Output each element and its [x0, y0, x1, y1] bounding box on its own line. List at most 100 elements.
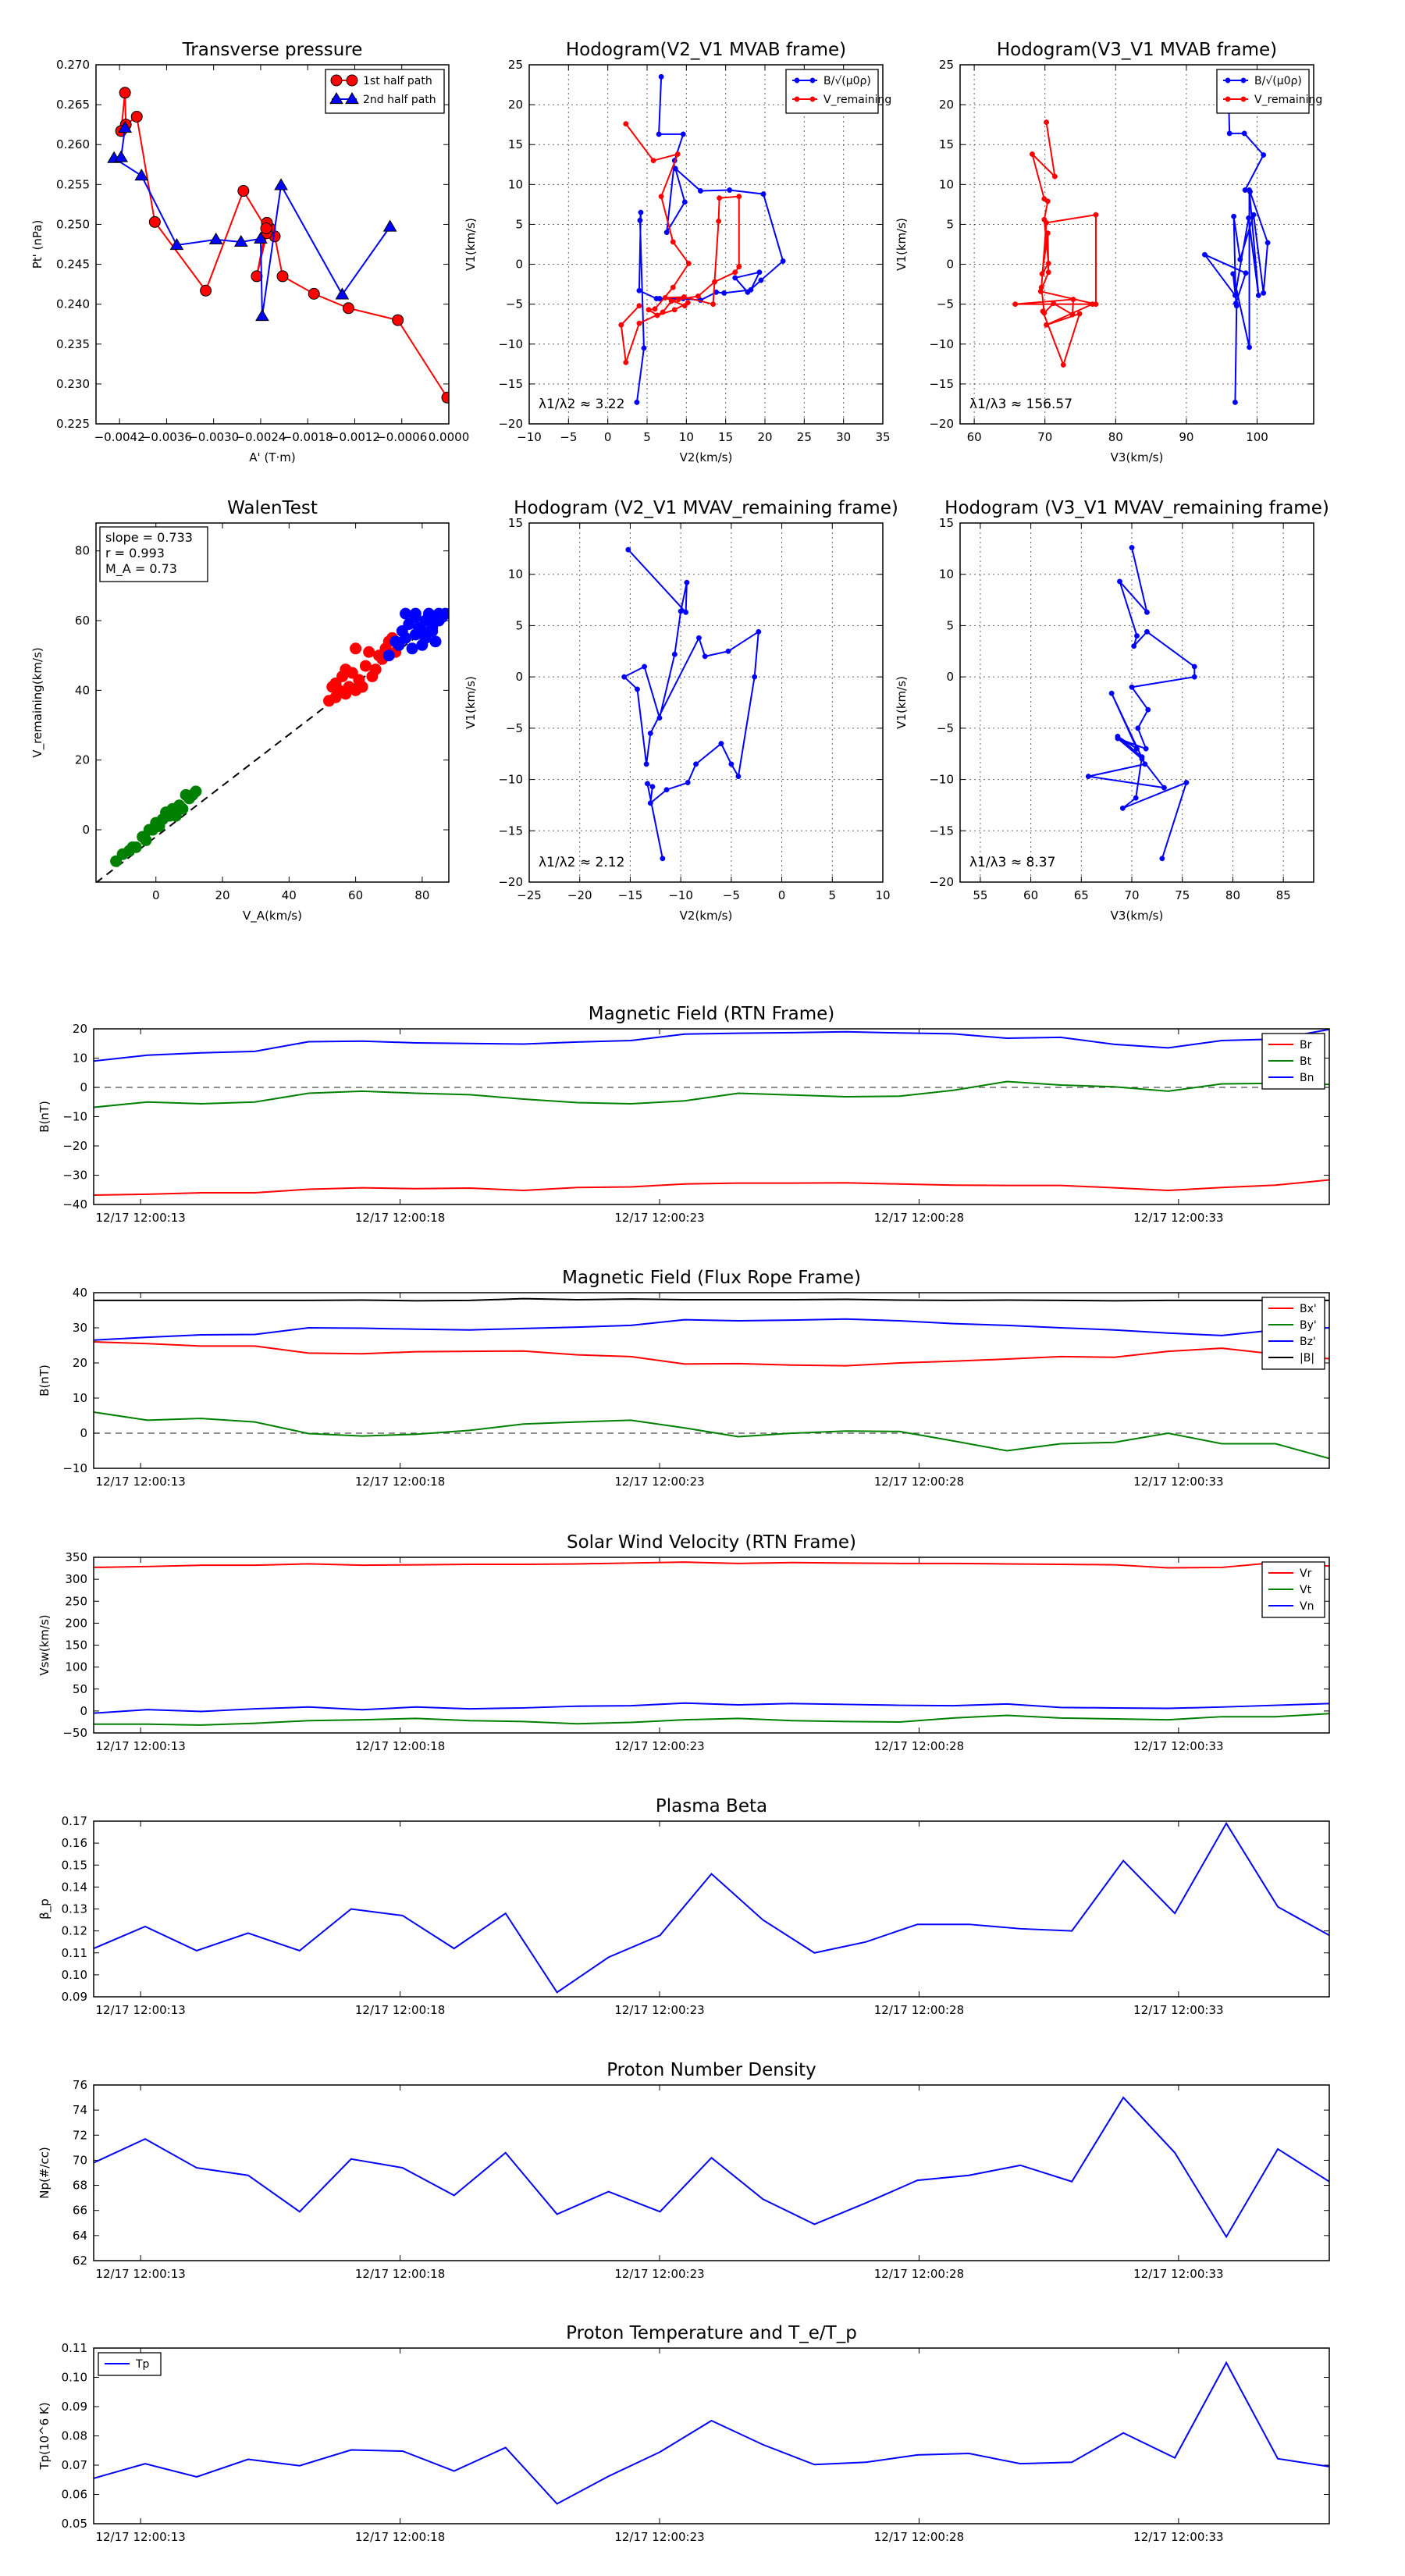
series-blue-point — [735, 774, 742, 780]
series-blue-point — [429, 635, 442, 648]
y-tick-label: 15 — [508, 516, 523, 530]
legend-label: |B| — [1300, 1352, 1314, 1364]
x-tick-label: 80 — [1108, 430, 1123, 444]
plot-area — [960, 65, 1314, 424]
series-2nd-half-path-point — [255, 309, 269, 322]
y-tick-label: −20 — [498, 875, 523, 889]
chart-title: Solar Wind Velocity (RTN Frame) — [567, 1532, 856, 1553]
series-blue-point — [635, 686, 640, 692]
plot-frame — [93, 2084, 1330, 2261]
series-b-0--point — [758, 277, 764, 283]
series-b-0--point — [1247, 187, 1253, 193]
x-tick-label: 20 — [215, 888, 229, 902]
series-v-remaining-point — [685, 300, 691, 306]
x-tick-label: 75 — [1175, 888, 1190, 902]
y-tick-label: −5 — [937, 721, 954, 735]
chart-title: Hodogram(V3_V1 MVAB frame) — [997, 40, 1277, 60]
series-blue-point — [1108, 690, 1115, 696]
x-tick-label: 12/17 12:00:23 — [614, 2267, 704, 2281]
x-tick-label: −25 — [517, 888, 542, 902]
series-b-0--point — [1232, 292, 1238, 298]
legend: Vr Vt Vn — [1261, 1561, 1325, 1618]
y-axis-label: B(nT) — [37, 1364, 52, 1397]
series-green-point — [190, 785, 202, 798]
x-tick-label: −0.0024 — [235, 430, 286, 444]
series-v-remaining-point — [736, 194, 742, 200]
series-red-point — [359, 660, 372, 672]
legend-label: Vn — [1300, 1600, 1314, 1613]
x-tick-label: 12/17 12:00:18 — [355, 2530, 445, 2544]
y-tick-label: 0.270 — [56, 58, 90, 72]
plot-frame — [93, 2347, 1330, 2524]
chart-title: Hodogram(V2_V1 MVAB frame) — [566, 40, 846, 60]
series-v-remaining-point — [710, 301, 717, 308]
y-tick-label: 64 — [73, 2229, 87, 2243]
y-tick-label: 0.09 — [62, 1990, 87, 2004]
series-v-remaining-point — [681, 303, 688, 309]
y-tick-label: −40 — [62, 1197, 87, 1212]
legend-marker — [346, 74, 358, 87]
legend: B/√(μ0ρ) V_remaining — [785, 69, 891, 114]
x-axis-label: V_A(km/s) — [243, 909, 302, 923]
legend-label: By' — [1300, 1319, 1317, 1332]
series-v-remaining-point — [681, 294, 687, 300]
y-tick-label: 0.10 — [62, 1968, 87, 1982]
x-tick-label: 12/17 12:00:33 — [1133, 1475, 1223, 1489]
series-v-remaining-point — [1070, 297, 1076, 302]
legend-label: Br — [1300, 1039, 1312, 1051]
x-tick-label: −5 — [560, 430, 577, 444]
legend-marker — [345, 92, 359, 105]
series-b-0--point — [1261, 152, 1267, 158]
series-blue-point — [725, 648, 731, 654]
y-tick-label: −15 — [498, 377, 523, 391]
plot-content — [94, 2361, 1329, 2505]
x-tick-label: −0.0006 — [376, 430, 427, 444]
plot-content — [94, 2096, 1329, 2239]
y-tick-label: 0.10 — [62, 2371, 87, 2385]
x-tick-label: 12/17 12:00:28 — [874, 1475, 964, 1489]
chart-proton-number-density: Proton Number Density 62 64 66 68 70 72 74 76 12/… — [37, 2060, 1330, 2281]
y-tick-label: −10 — [929, 773, 954, 787]
legend-marker — [809, 96, 816, 102]
x-tick-label: 60 — [967, 430, 982, 444]
series-vr-line — [94, 1561, 1329, 1569]
series-blue-point — [1134, 633, 1140, 639]
legend: Bx' By' Bz' |B| — [1261, 1297, 1325, 1370]
series-blue-point — [752, 674, 758, 680]
plot-frame — [959, 522, 1314, 883]
y-axis-label: Pt' (nPa) — [30, 220, 44, 269]
x-tick-label: 12/17 12:00:18 — [355, 1211, 445, 1225]
series-blue-point — [416, 624, 429, 637]
y-tick-label: 5 — [946, 217, 954, 231]
y-tick-label: 30 — [73, 1321, 87, 1335]
series-b-0--point — [636, 287, 642, 294]
series-blue-point — [683, 609, 689, 615]
x-tick-label: 0.0000 — [429, 430, 470, 444]
series-2nd-half-path-point — [335, 287, 350, 300]
y-tick-label: 15 — [508, 137, 523, 151]
x-tick-label: 12/17 12:00:28 — [874, 1739, 964, 1753]
legend-label: Tp — [135, 2358, 150, 2371]
series-b-0--point — [756, 269, 763, 276]
y-tick-label: −5 — [506, 721, 523, 735]
series-green-point — [130, 841, 142, 853]
chart-hodogram-v2-v1-mvab: Hodogram(V2_V1 MVAB frame) −20 −15 −10 −5 0 5 1… — [464, 40, 891, 464]
x-tick-label: 70 — [1037, 430, 1052, 444]
lambda-ratio-annotation: λ1/λ2 ≈ 3.22 — [539, 397, 624, 412]
legend-label: Bz' — [1300, 1336, 1316, 1348]
series-b-0--point — [656, 131, 662, 137]
series-blue-point — [643, 761, 649, 767]
y-tick-label: 60 — [75, 614, 90, 628]
series-v-remaining-point — [717, 195, 723, 201]
chart-title: Transverse pressure — [182, 40, 363, 60]
x-tick-label: 0 — [152, 888, 160, 902]
series-v-remaining-point — [1044, 198, 1051, 205]
series-1st-half-path-point — [130, 110, 143, 123]
y-tick-label: 0 — [946, 670, 954, 684]
plot-frame — [93, 1557, 1330, 1734]
series-blue-point — [1144, 609, 1150, 615]
series-v-remaining-point — [732, 269, 738, 276]
x-tick-label: 5 — [829, 888, 837, 902]
y-tick-label: 20 — [508, 98, 523, 112]
x-tick-label: 30 — [836, 430, 851, 444]
